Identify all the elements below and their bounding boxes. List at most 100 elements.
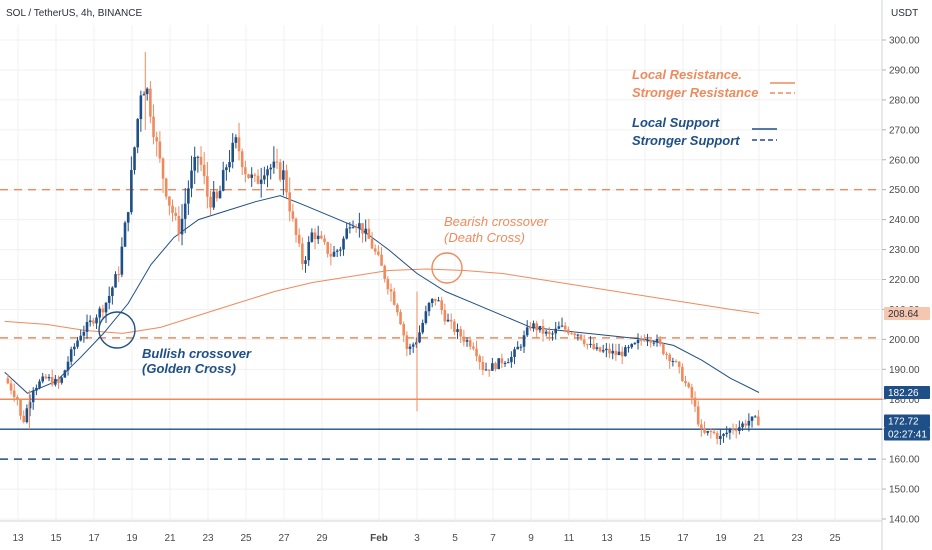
candle-body [605,348,608,351]
candle-body [9,383,13,391]
candle-body [304,260,307,264]
candle-body [712,431,716,434]
moving-averages [4,195,760,394]
x-tick-label: 11 [564,533,575,544]
candle-body [126,212,130,223]
candle-body [225,167,228,171]
candle-body [69,349,73,362]
candle-body [386,278,390,290]
candle-body [263,175,266,180]
x-tick-label: 13 [12,533,24,544]
y-tick-label: 260.00 [889,155,920,166]
candle-body [82,331,86,336]
candle-body [719,435,722,440]
candle-body [728,429,732,433]
candle-body [636,339,640,344]
candle-body [250,174,253,178]
candle-body [111,287,114,296]
candle-body [294,218,298,235]
golden-cross-annotation: Bullish crossover (Golden Cross) [98,311,252,376]
candle-body [589,343,592,345]
y-tick-label: 280.00 [889,95,920,106]
candle-body [326,242,329,254]
candle-body [573,333,576,336]
candle-body [206,176,209,197]
candle-body [443,310,447,322]
y-tick-label: 180.00 [889,395,920,406]
candle-body [253,174,257,176]
y-tick-label: 190.00 [889,365,920,376]
candle-body [731,429,735,431]
candle-body [35,387,38,391]
candle-body [171,205,174,213]
candle-body [516,346,519,350]
candle-body [677,361,681,367]
candle-body [12,390,16,398]
candle-body [446,319,450,322]
candle-body [655,338,659,343]
candle-body [244,167,247,175]
candle-body [272,161,276,168]
candle-body [95,317,98,324]
legend-stronger-resistance: Stronger Resistance [632,85,758,100]
candle-body [627,347,630,349]
candle-body [570,333,573,335]
fast-moving-average-line [4,195,760,394]
candle-body [402,324,405,336]
candle-body [662,344,665,354]
candle-body [579,334,583,340]
candle-body [548,331,551,335]
candle-body [624,347,627,357]
x-tick-label: 21 [753,533,765,544]
candle-body [196,156,200,158]
candle-body [240,151,244,168]
candle-body [620,351,624,357]
candle-body [22,415,25,423]
candle-body [155,137,158,142]
candle-body [557,326,561,329]
candle-body [85,322,89,332]
candle-body [339,249,342,251]
candle-body [481,361,485,371]
candle-body [367,228,371,239]
candle-body [658,338,662,345]
candle-body [522,335,526,347]
candle-body [538,325,542,331]
candle-body [139,95,143,120]
candle-body [738,427,741,431]
candle-body [757,416,760,426]
candle-body [107,295,111,303]
candle-body [231,142,234,162]
y-tick-label: 200.00 [889,335,920,346]
candle-body [73,346,76,350]
candle-body [266,169,269,176]
candle-body [741,423,744,428]
x-tick-label: 15 [50,533,62,544]
chart-symbol-header: SOL / TetherUS, 4h, BINANCE [6,8,142,19]
candle-body [690,387,694,398]
candle-body [598,347,602,352]
candle-body [218,190,222,199]
candle-body [221,170,225,191]
x-tick-label: 29 [316,533,328,544]
candle-body [44,376,48,379]
y-tick-label: 230.00 [889,245,920,256]
candle-body [313,232,317,240]
y-tick-label: 300.00 [889,36,920,47]
candle-body [411,344,415,347]
candle-body [709,431,713,433]
y-tick-label: 290.00 [889,65,920,76]
x-tick-label: 17 [677,533,689,544]
candle-body [703,428,706,433]
candle-body [418,332,421,343]
candle-body [342,238,345,250]
candle-body [104,302,108,313]
candle-body [209,196,212,208]
price-axis-unit: USDT [891,8,918,19]
candles [6,51,760,445]
candle-body [415,342,418,345]
candle-body [532,323,535,329]
death-cross-annotation: Bearish crossover (Death Cross) [431,214,549,284]
candle-body [329,253,333,257]
candle-body [47,376,51,379]
